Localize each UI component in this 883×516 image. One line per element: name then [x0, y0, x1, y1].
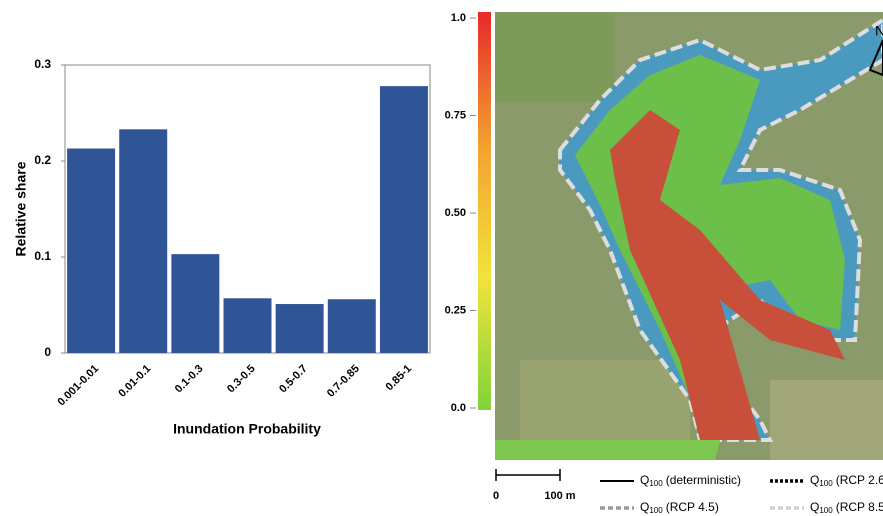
legend-entry: Q100(RCP 2.6 — [810, 473, 883, 488]
bar — [67, 149, 115, 353]
legend-symbol: Q — [640, 500, 649, 514]
colorbar-tick-label: 0.75 — [445, 109, 466, 121]
flood-extent — [495, 440, 720, 460]
legend-entry: Q100(RCP 4.5) — [640, 500, 719, 515]
bar — [276, 304, 324, 353]
y-tick-label: 0.2 — [34, 153, 51, 167]
legend-symbol: Q — [810, 473, 819, 487]
field — [770, 380, 883, 460]
x-tick-label: 0.5-0.7 — [277, 363, 310, 396]
figure: Relative share Inundation Probability N … — [0, 0, 883, 516]
bar — [119, 129, 167, 353]
colorbar-tick-label: 0.25 — [445, 304, 466, 316]
scale-bar — [496, 469, 560, 481]
legend-label: (RCP 2.6 — [836, 473, 883, 487]
legend-entry: Q100(deterministic) — [640, 473, 741, 488]
legend-label: (RCP 4.5) — [666, 500, 719, 514]
y-tick-label: 0 — [44, 345, 51, 359]
colorbar-tick-label: 1.0 — [451, 12, 466, 24]
legend-label: (RCP 8.5 — [836, 500, 883, 514]
legend-label: (deterministic) — [666, 473, 741, 487]
bar — [380, 86, 428, 353]
legend-entry: Q100(RCP 8.5 — [810, 500, 883, 515]
y-tick-label: 0.1 — [34, 249, 51, 263]
bar — [224, 298, 272, 353]
colorbar-tick-label: 0.50 — [445, 207, 466, 219]
bar — [171, 254, 219, 353]
x-tick-label: 0.001-0.01 — [56, 363, 102, 409]
legend-subscript: 100 — [819, 506, 833, 515]
x-tick-label: 0.3-0.5 — [225, 363, 258, 396]
x-tick-label: 0.7-0.85 — [325, 363, 362, 400]
x-tick-label: 0.1-0.3 — [173, 363, 206, 396]
map — [495, 12, 883, 460]
scale-label: 0 — [493, 490, 499, 502]
north-label: N — [875, 23, 883, 39]
x-tick-label: 0.01-0.1 — [116, 363, 153, 400]
legend-subscript: 100 — [649, 479, 663, 488]
x-tick-label: 0.85-1 — [384, 363, 415, 394]
field — [495, 12, 615, 102]
legend-symbol: Q — [810, 500, 819, 514]
field — [520, 360, 690, 450]
y-tick-label: 0.3 — [34, 57, 51, 71]
scale-label: 100 m — [544, 490, 575, 502]
colorbar-tick-label: 0.0 — [451, 402, 466, 414]
colorbar — [478, 12, 491, 410]
y-axis-label: Relative share — [13, 161, 29, 256]
legend-subscript: 100 — [649, 506, 663, 515]
legend-symbol: Q — [640, 473, 649, 487]
legend-subscript: 100 — [819, 479, 833, 488]
bar — [328, 299, 376, 353]
x-axis-label: Inundation Probability — [173, 421, 321, 437]
